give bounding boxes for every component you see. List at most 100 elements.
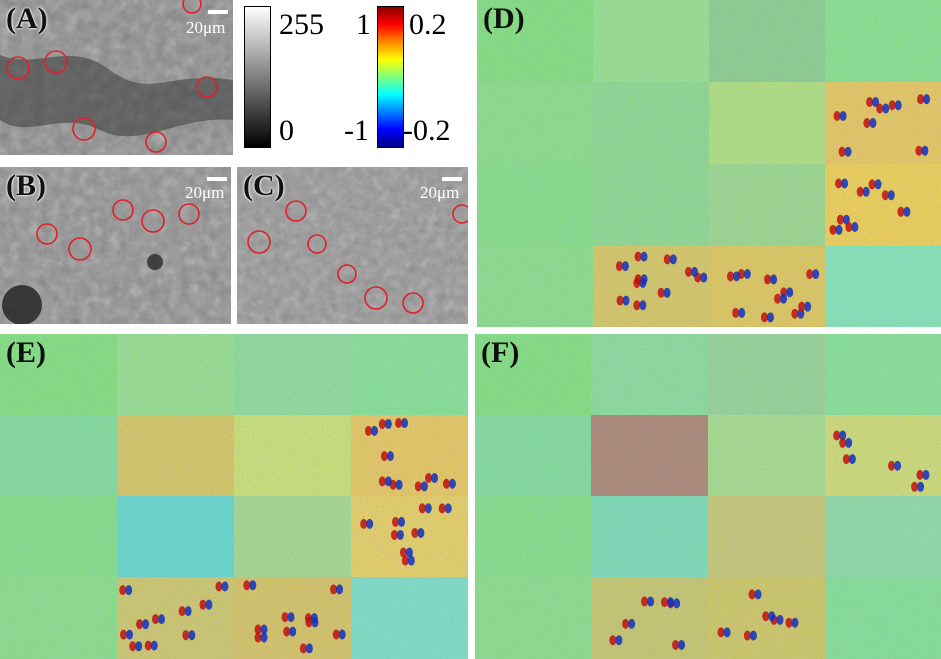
dipole-mark bbox=[764, 274, 778, 285]
dipole-mark bbox=[380, 451, 394, 462]
panel-c-texture bbox=[237, 167, 468, 324]
dipole-mark bbox=[395, 418, 409, 429]
dipole-mark bbox=[622, 618, 636, 629]
panel-e-tiles bbox=[0, 334, 468, 659]
panel-b-label: (B) bbox=[6, 169, 46, 202]
dipole-mark bbox=[672, 639, 686, 650]
dipole-mark bbox=[842, 454, 856, 465]
dipole-mark bbox=[727, 271, 741, 282]
panel-c-label: (C) bbox=[243, 169, 285, 202]
dipole-mark bbox=[332, 629, 346, 640]
dipole-mark bbox=[144, 640, 158, 651]
dipole-mark bbox=[438, 503, 452, 514]
panel-b-image: (B) 20μm bbox=[0, 167, 231, 324]
panel-b-texture bbox=[0, 167, 231, 324]
dipole-mark bbox=[633, 300, 647, 311]
dipole-mark bbox=[414, 481, 428, 492]
dipole-mark bbox=[215, 581, 229, 592]
dipole-mark bbox=[390, 529, 404, 540]
dipole-mark bbox=[839, 437, 853, 448]
dipole-mark bbox=[399, 547, 413, 558]
dipole-mark bbox=[798, 301, 812, 312]
dipole-mark bbox=[829, 224, 843, 235]
dipole-mark bbox=[732, 307, 746, 318]
dipole-mark bbox=[120, 629, 134, 640]
panel-c-scale-label: 20μm bbox=[420, 183, 460, 202]
dipole-mark bbox=[838, 146, 852, 157]
dipole-mark bbox=[876, 103, 890, 114]
dipole-mark bbox=[911, 481, 925, 492]
panel-d-tiles bbox=[477, 0, 941, 327]
dipole-mark bbox=[283, 626, 297, 637]
dipole-mark bbox=[378, 418, 392, 429]
panel-c-image: (C) 20μm bbox=[237, 167, 468, 324]
dipole-mark bbox=[915, 145, 929, 156]
panel-a-scale-bar bbox=[208, 10, 228, 14]
dipole-mark bbox=[418, 503, 432, 514]
dipole-mark bbox=[330, 584, 344, 595]
dipole-mark bbox=[866, 97, 880, 108]
dipole-mark bbox=[743, 630, 757, 641]
dipole-mark bbox=[835, 178, 849, 189]
dipole-mark bbox=[129, 641, 143, 652]
dipole-mark bbox=[609, 635, 623, 646]
dipole-mark bbox=[748, 589, 762, 600]
jet-colorbar bbox=[377, 6, 404, 148]
dipole-mark bbox=[178, 606, 192, 617]
panel-a-image: (A) 20μm bbox=[0, 0, 233, 155]
dipole-mark bbox=[663, 254, 677, 265]
dipole-mark bbox=[401, 555, 415, 566]
dipole-mark bbox=[243, 580, 257, 591]
dipole-mark bbox=[254, 632, 268, 643]
dipole-mark bbox=[281, 612, 295, 623]
gray-colorbar-max: 255 bbox=[279, 8, 324, 41]
panel-a-label: (A) bbox=[6, 2, 48, 35]
panel-b-scale-label: 20μm bbox=[185, 183, 225, 202]
dipole-mark bbox=[634, 274, 648, 285]
dipole-mark bbox=[299, 643, 313, 654]
dipole-mark bbox=[881, 190, 895, 201]
dipole-mark bbox=[199, 599, 213, 610]
dipole-mark bbox=[425, 472, 439, 483]
dipole-mark bbox=[868, 179, 882, 190]
dipole-mark bbox=[615, 261, 629, 272]
dipole-mark bbox=[845, 222, 859, 233]
dipole-mark bbox=[182, 630, 196, 641]
panel-d-label: (D) bbox=[483, 2, 525, 35]
panel-f-tiles bbox=[475, 334, 941, 659]
dipole-mark bbox=[888, 460, 902, 471]
dipole-mark bbox=[254, 624, 268, 635]
dipole-mark bbox=[119, 585, 133, 596]
jet-colorbar-max-left: 1 bbox=[356, 8, 371, 41]
panel-e-map: (E) bbox=[0, 334, 468, 659]
jet-colorbar-max-right: 0.2 bbox=[409, 8, 447, 41]
dipole-mark bbox=[392, 516, 406, 527]
dipole-mark bbox=[364, 425, 378, 436]
panel-d-map: (D) bbox=[477, 0, 941, 327]
dipole-mark bbox=[136, 619, 150, 630]
dipole-mark bbox=[634, 251, 648, 262]
dipole-mark bbox=[916, 469, 930, 480]
dipole-mark bbox=[762, 611, 776, 622]
dipole-mark bbox=[657, 287, 671, 298]
panel-c-scale-bar bbox=[442, 177, 462, 181]
dipole-mark bbox=[833, 430, 847, 441]
panel-b-scale-bar bbox=[207, 177, 227, 181]
jet-colorbar-min-right: -0.2 bbox=[403, 114, 451, 147]
dipole-mark bbox=[774, 293, 788, 304]
panel-f-label: (F) bbox=[481, 336, 520, 369]
dipole-mark bbox=[760, 312, 774, 323]
panel-a-texture bbox=[0, 0, 233, 155]
dipole-mark bbox=[411, 527, 425, 538]
dipole-mark bbox=[641, 596, 655, 607]
panel-e-label: (E) bbox=[6, 336, 46, 369]
dipole-mark bbox=[304, 613, 318, 624]
dipole-mark bbox=[833, 111, 847, 122]
dipole-mark bbox=[717, 627, 731, 638]
dipole-mark bbox=[806, 269, 820, 280]
dipole-mark bbox=[151, 614, 165, 625]
gray-colorbar-min: 0 bbox=[279, 114, 294, 147]
dipole-mark bbox=[616, 295, 630, 306]
dipole-mark bbox=[685, 266, 699, 277]
dipole-mark bbox=[660, 597, 674, 608]
